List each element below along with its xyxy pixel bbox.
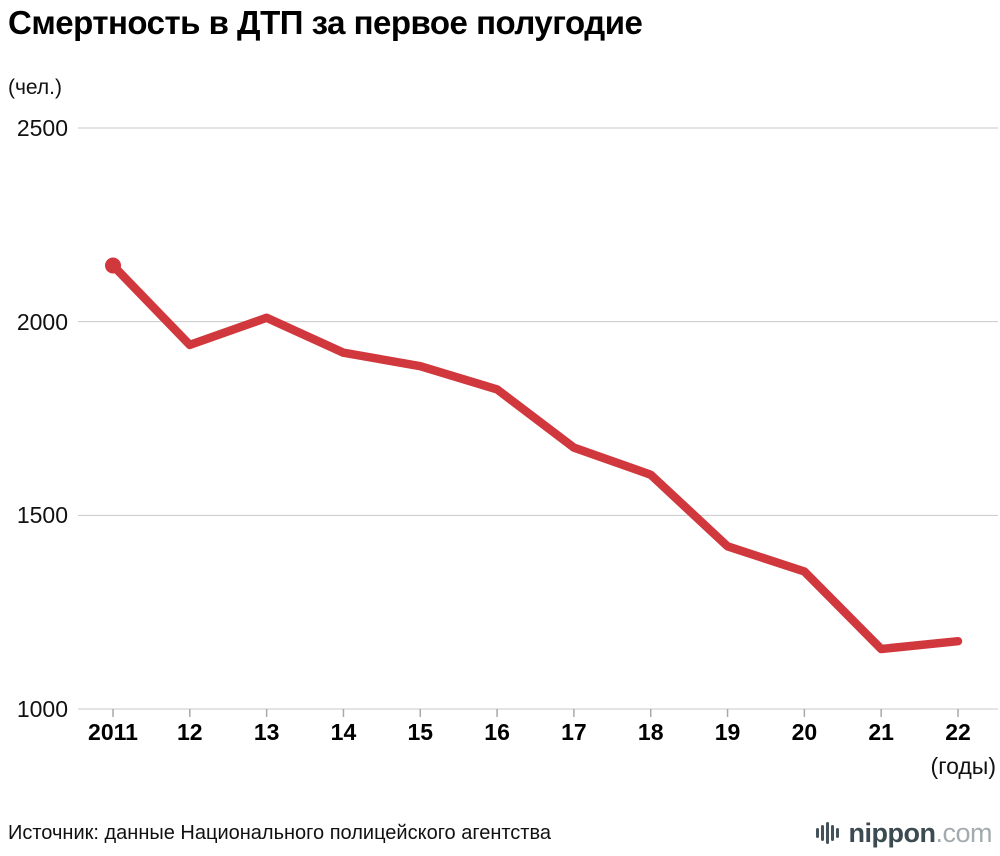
x-tick-label: 15 (407, 719, 434, 745)
x-tick-label: 22 (945, 719, 971, 745)
y-tick-label: 1500 (16, 502, 68, 529)
x-tick-label: 21 (868, 719, 894, 745)
y-tick-label: 1000 (16, 696, 68, 722)
chart-title: Смертность в ДТП за первое полугодие (8, 4, 643, 41)
footer: Источник: данные Национального полицейск… (0, 810, 1000, 856)
x-tick-label: 17 (561, 719, 587, 745)
nippon-logo-suffix: .com (935, 817, 992, 848)
y-tick-label: 2500 (16, 115, 68, 141)
y-axis-units-label: (чел.) (8, 76, 62, 99)
nippon-logo-icon (815, 822, 839, 844)
x-tick-label: 14 (330, 719, 357, 745)
nippon-logo-main: nippon (848, 817, 936, 848)
line-chart-plot (78, 127, 998, 717)
y-tick-label: 2000 (16, 308, 68, 335)
x-tick-label: 2011 (88, 719, 138, 745)
x-tick-label: 20 (791, 719, 818, 745)
x-tick-label: 19 (714, 719, 741, 745)
x-tick-label: 12 (177, 719, 203, 745)
x-tick-label: 18 (637, 719, 664, 745)
gridlines (78, 127, 998, 710)
series-start-dot (105, 257, 121, 274)
source-note: Источник: данные Национального полицейск… (8, 821, 551, 844)
x-tick-label: 13 (253, 719, 280, 745)
nippon-logo-text: nippon.com (848, 817, 993, 849)
x-tick-marks (112, 709, 959, 717)
x-axis-labels: 2011 12 13 14 15 16 17 18 19 20 21 22 (0, 719, 1000, 751)
x-tick-label: 16 (484, 719, 510, 745)
x-axis-units-label: (годы) (930, 753, 996, 779)
nippon-logo: nippon.com (815, 817, 993, 849)
fatalities-line-series (108, 261, 963, 654)
y-axis-labels: 2500 2000 1500 1000 (0, 0, 68, 760)
